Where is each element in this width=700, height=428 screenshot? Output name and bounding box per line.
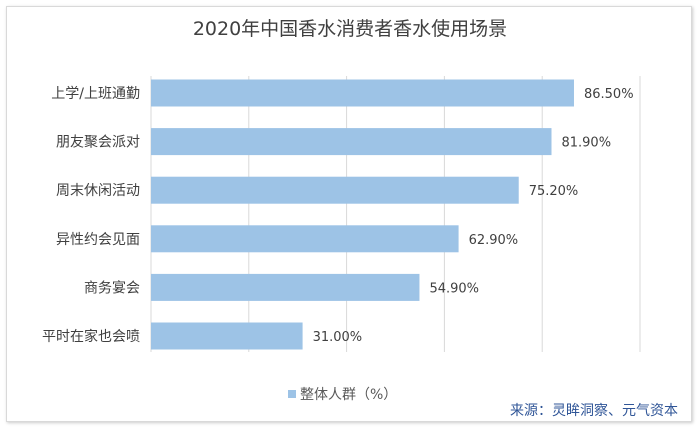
bar: [151, 322, 303, 350]
bar: [151, 128, 552, 156]
bar: [151, 273, 420, 301]
category-label: 平时在家也会喷: [42, 328, 140, 345]
chart-title: 2020年中国香水消费者香水使用场景: [192, 18, 508, 40]
data-label: 31.00%: [313, 330, 363, 345]
chart-frame: [6, 6, 692, 422]
data-label: 62.90%: [469, 233, 519, 248]
data-label: 81.90%: [561, 136, 611, 151]
legend-swatch: [288, 390, 296, 398]
category-label: 商务宴会: [84, 279, 140, 296]
category-label: 朋友聚会派对: [56, 135, 140, 151]
category-label: 上学/上班通勤: [51, 86, 140, 102]
legend-label: 整体人群（%）: [300, 387, 398, 403]
data-label: 75.20%: [529, 184, 579, 199]
bar: [151, 79, 574, 107]
bar: [151, 176, 519, 204]
bar: [151, 225, 459, 253]
data-label: 86.50%: [584, 87, 634, 102]
category-label: 异性约会见面: [56, 232, 140, 248]
legend: 整体人群（%）: [288, 384, 397, 404]
data-label: 54.90%: [429, 281, 479, 296]
source-note: 来源：灵眸洞察、元气资本: [510, 403, 678, 419]
category-label: 周末休闲活动: [56, 183, 140, 199]
